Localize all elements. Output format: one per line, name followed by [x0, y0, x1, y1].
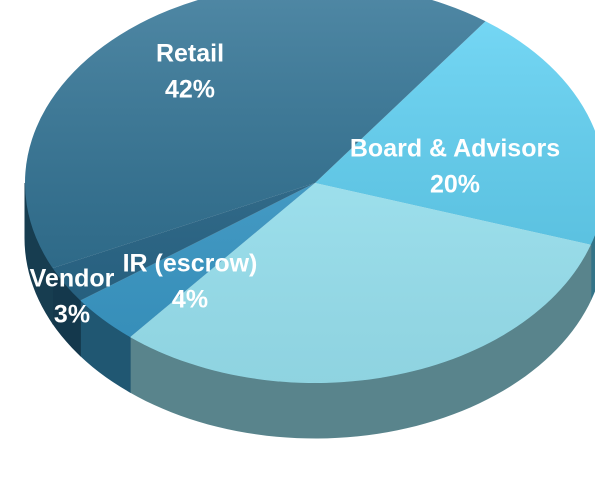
slice-value-label: 4%	[172, 286, 208, 314]
slice-label: Vendor	[30, 265, 115, 293]
pie-shine	[25, 0, 595, 383]
slice-value-label: 3%	[54, 301, 90, 329]
slice-value-label: 42%	[165, 76, 215, 104]
pie-tops	[24, 0, 595, 384]
labels: Board & Advisors 20% Institutions + HNW 31%…	[30, 40, 560, 489]
slice-value-label: 20%	[430, 171, 480, 199]
pie-sides	[24, 182, 595, 439]
slice-label: Retail	[156, 40, 224, 68]
slice-label: Institutions + HNW	[284, 435, 507, 463]
slice-label: IR (escrow)	[123, 250, 258, 278]
slice-value-label: 31%	[370, 471, 420, 489]
slice-label: Board & Advisors	[350, 135, 560, 163]
